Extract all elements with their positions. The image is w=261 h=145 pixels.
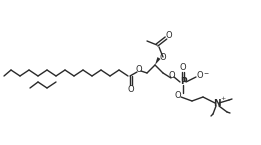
Text: O: O <box>136 66 142 75</box>
Text: N: N <box>213 98 221 107</box>
Text: O: O <box>175 91 181 100</box>
Text: −: − <box>203 70 209 76</box>
Polygon shape <box>155 57 161 65</box>
Text: O: O <box>127 85 134 94</box>
Text: O: O <box>180 64 186 72</box>
Text: O: O <box>197 70 203 79</box>
Text: O: O <box>169 71 175 80</box>
Text: O: O <box>160 52 166 61</box>
Text: O: O <box>166 31 172 40</box>
Text: P: P <box>180 77 186 87</box>
Text: +: + <box>220 96 226 100</box>
